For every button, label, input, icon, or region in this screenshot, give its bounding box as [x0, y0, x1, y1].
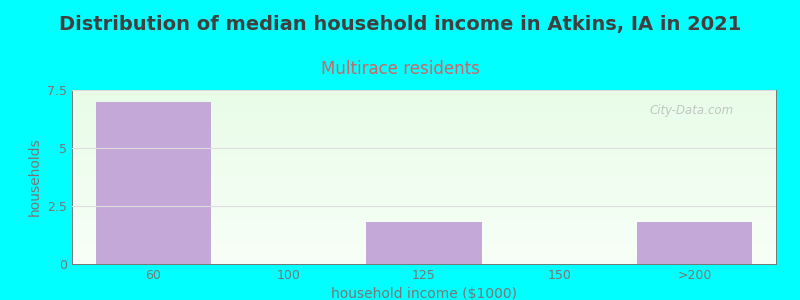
Y-axis label: households: households: [27, 138, 42, 216]
Text: Distribution of median household income in Atkins, IA in 2021: Distribution of median household income …: [59, 15, 741, 34]
Bar: [366, 222, 482, 264]
Text: Multirace residents: Multirace residents: [321, 60, 479, 78]
Text: City-Data.com: City-Data.com: [650, 104, 734, 117]
Bar: [638, 222, 752, 264]
Bar: [96, 102, 210, 264]
X-axis label: household income ($1000): household income ($1000): [331, 287, 517, 300]
